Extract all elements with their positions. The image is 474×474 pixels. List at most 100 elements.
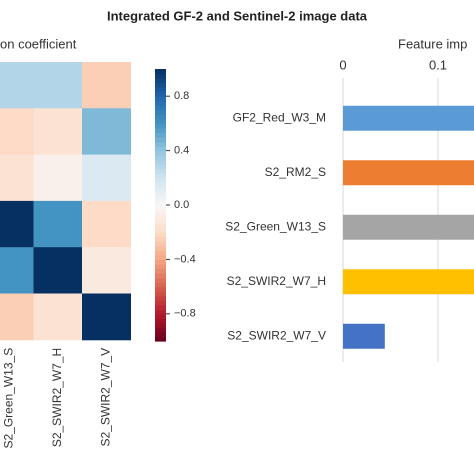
colorbar-segment: [155, 127, 166, 134]
colorbar-segment: [155, 186, 166, 192]
heat-cell: [33, 200, 83, 248]
colorbar-segment: [155, 250, 166, 256]
colorbar-segment: [155, 73, 166, 79]
colorbar-segment: [155, 191, 166, 197]
colorbar-segment: [155, 268, 166, 274]
colorbar-segment: [155, 177, 166, 183]
x-tick-label: 0.1: [429, 57, 447, 72]
colorbar-segment: [155, 313, 166, 319]
colorbar-segment: [155, 241, 166, 247]
colorbar-segment: [155, 155, 166, 161]
colorbar-segment: [155, 118, 166, 124]
colorbar-segment: [155, 300, 166, 306]
x-tick-label: S2_SWIR2_W7_V: [98, 348, 112, 447]
colorbar-segment: [155, 195, 166, 202]
x-tick-label: 0: [339, 57, 346, 72]
colorbar-segment: [155, 318, 166, 324]
colorbar-segment: [155, 304, 166, 310]
colorbar-segment: [155, 327, 166, 333]
colorbar-tick-label: −0.8: [174, 308, 196, 320]
heat-cell: [33, 108, 83, 156]
colorbar-segment: [155, 105, 166, 111]
x-tick-label: S2_SWIR2_W7_H: [50, 348, 64, 447]
colorbar-segment: [155, 205, 166, 211]
heat-cell: [33, 247, 83, 294]
bar: [343, 214, 474, 240]
heat-cell: [0, 293, 34, 341]
colorbar-segment: [155, 123, 166, 129]
colorbar-segment: [155, 227, 166, 233]
colorbar-segment: [155, 182, 166, 188]
heat-cell: [82, 200, 131, 248]
x-tick-label: S2_Green_W13_S: [1, 348, 15, 449]
colorbar-segment: [155, 137, 166, 143]
colorbar-tick-label: −0.4: [174, 253, 196, 265]
colorbar-segment: [155, 82, 166, 88]
colorbar-segment: [155, 164, 166, 170]
colorbar-segment: [155, 96, 166, 102]
heat-cell: [82, 154, 131, 202]
heat-cell: [0, 247, 34, 294]
heat-cell: [33, 154, 83, 202]
colorbar-segment: [155, 159, 166, 165]
colorbar-segment: [155, 232, 166, 238]
colorbar-segment: [155, 168, 166, 174]
heat-cell: [0, 108, 34, 156]
y-tick-label: S2_SWIR2_W7_H: [227, 274, 326, 288]
colorbar-tick-label: 0.8: [174, 90, 189, 102]
colorbar-segment: [155, 322, 166, 328]
colorbar-segment: [155, 146, 166, 152]
colorbar-segment: [155, 132, 166, 138]
heat-cell: [0, 200, 34, 248]
y-tick-label: S2_Green_W13_S: [225, 219, 326, 233]
heat-cell: [0, 62, 34, 109]
colorbar-segment: [155, 69, 166, 75]
colorbar-segment: [155, 100, 166, 106]
colorbar-segment: [155, 209, 166, 215]
bar: [343, 323, 385, 349]
colorbar-segment: [155, 254, 166, 260]
colorbar-segment: [155, 141, 166, 147]
heat-cell: [33, 293, 83, 341]
bar: [343, 269, 474, 295]
y-tick-label: S2_SWIR2_W7_V: [227, 328, 326, 342]
colorbar-segment: [155, 223, 166, 229]
colorbar-segment: [155, 78, 166, 84]
colorbar-segment: [155, 214, 166, 220]
heat-cell: [82, 108, 131, 156]
colorbar-segment: [155, 114, 166, 120]
colorbar-tick-label: 0.4: [174, 145, 189, 157]
colorbar-segment: [155, 263, 166, 270]
y-tick-label: GF2_Red_W3_M: [233, 110, 326, 124]
colorbar-segment: [155, 200, 166, 206]
colorbar-segment: [155, 336, 166, 342]
colorbar-segment: [155, 309, 166, 315]
colorbar-segment: [155, 91, 166, 97]
colorbar-segment: [155, 150, 166, 156]
colorbar-segment: [155, 277, 166, 283]
colorbar-segment: [155, 173, 166, 179]
colorbar-segment: [155, 295, 166, 301]
colorbar-segment: [155, 282, 166, 288]
colorbar-tick-label: 0.0: [174, 199, 189, 211]
colorbar-segment: [155, 218, 166, 224]
heat-cell: [82, 62, 131, 109]
colorbar-segment: [155, 291, 166, 297]
bar: [343, 160, 474, 186]
colorbar-segment: [155, 236, 166, 242]
colorbar-segment: [155, 245, 166, 251]
heatmap-title: on coefficient: [0, 36, 77, 51]
colorbar-segment: [155, 109, 166, 115]
colorbar-segment: [155, 286, 166, 292]
y-tick-label: S2_RM2_S: [265, 165, 326, 179]
heat-cell: [0, 154, 34, 202]
heat-cell: [82, 293, 131, 341]
bar-title: Feature imp: [398, 36, 467, 51]
heat-cell: [33, 62, 83, 109]
colorbar-segment: [155, 331, 166, 338]
colorbar-segment: [155, 87, 166, 93]
colorbar-segment: [155, 273, 166, 279]
colorbar-segment: [155, 259, 166, 265]
heat-cell: [82, 247, 131, 294]
